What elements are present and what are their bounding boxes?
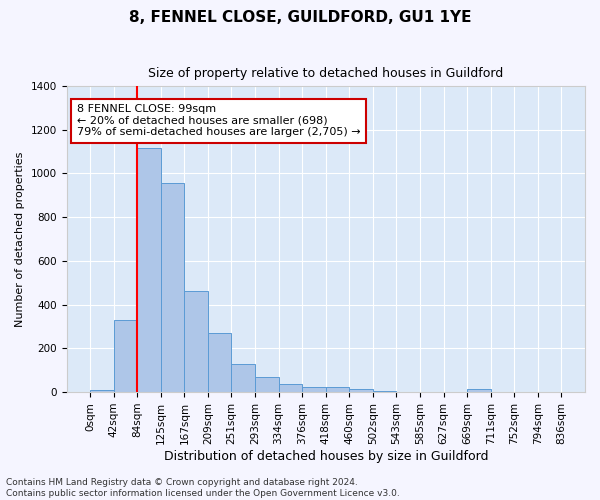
Text: 8, FENNEL CLOSE, GUILDFORD, GU1 1YE: 8, FENNEL CLOSE, GUILDFORD, GU1 1YE <box>129 10 471 25</box>
Bar <box>90 390 113 392</box>
Text: 8 FENNEL CLOSE: 99sqm
← 20% of detached houses are smaller (698)
79% of semi-det: 8 FENNEL CLOSE: 99sqm ← 20% of detached … <box>77 104 361 138</box>
Bar <box>208 333 232 392</box>
X-axis label: Distribution of detached houses by size in Guildford: Distribution of detached houses by size … <box>164 450 488 462</box>
Title: Size of property relative to detached houses in Guildford: Size of property relative to detached ho… <box>148 68 503 80</box>
Bar <box>113 320 137 392</box>
Bar <box>326 388 349 392</box>
Bar <box>278 384 302 392</box>
Bar <box>373 391 397 392</box>
Bar <box>467 390 491 392</box>
Bar <box>255 377 278 392</box>
Bar <box>161 183 184 392</box>
Text: Contains HM Land Registry data © Crown copyright and database right 2024.
Contai: Contains HM Land Registry data © Crown c… <box>6 478 400 498</box>
Bar <box>184 292 208 392</box>
Bar <box>349 389 373 392</box>
Bar <box>232 364 255 392</box>
Bar <box>302 388 326 392</box>
Bar <box>137 148 161 392</box>
Y-axis label: Number of detached properties: Number of detached properties <box>15 152 25 326</box>
